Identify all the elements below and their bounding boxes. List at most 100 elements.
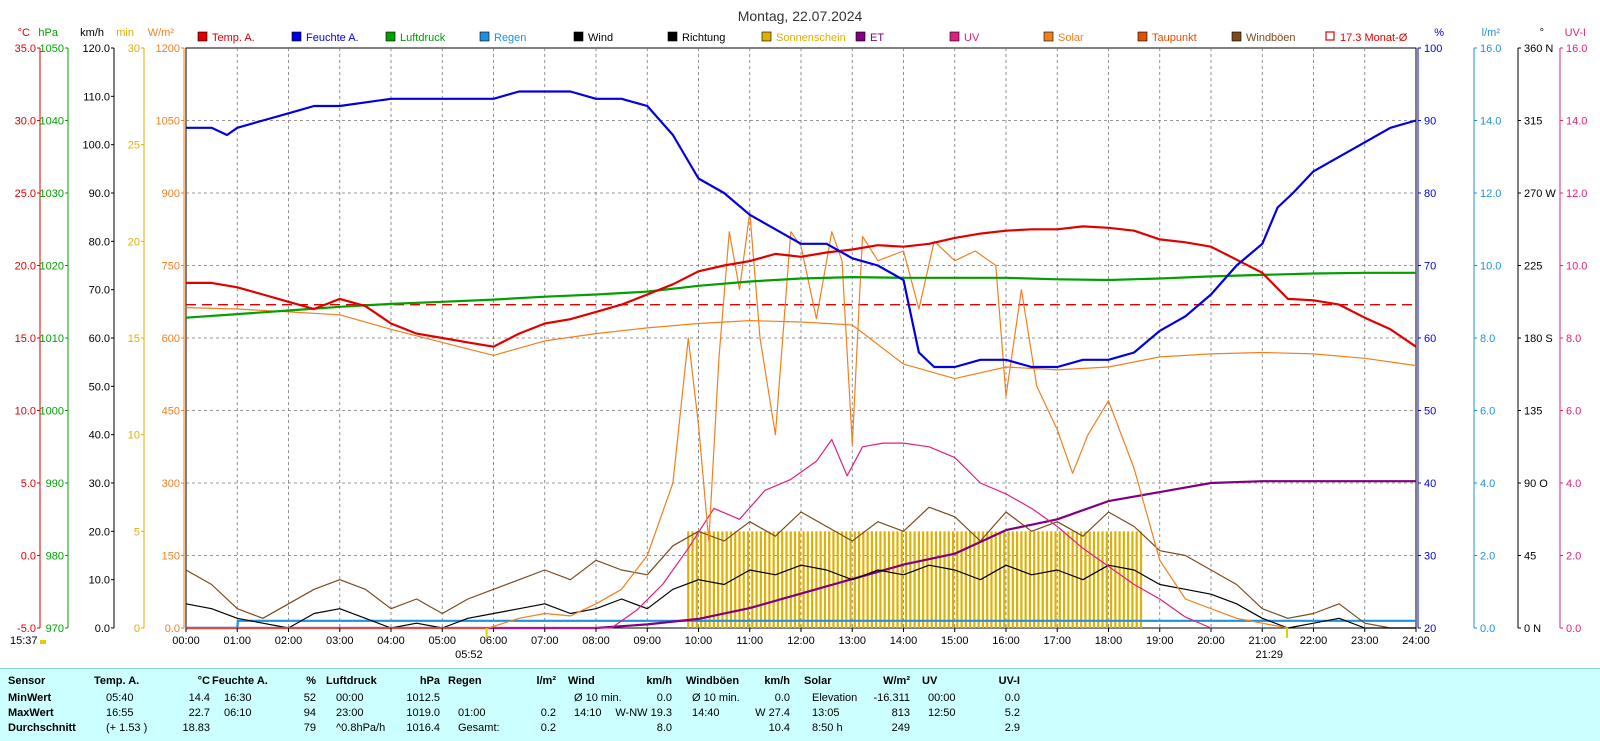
stats-cell: hPa [419, 675, 440, 687]
time-axis: 00:00 01:00 02:00 03:00 04:00 05:00 06:00 07:00… [172, 628, 1430, 647]
legend-swatch [1325, 31, 1335, 41]
stats-cell: Luftdruck [326, 675, 377, 687]
legend-label: Solar [1058, 32, 1084, 44]
stats-cell: km/h [646, 675, 672, 687]
axis-tick-label: 90 [1424, 116, 1436, 128]
axis-tick-label: 1000 [40, 406, 64, 418]
legend-swatch [479, 31, 490, 42]
axis-tick-label: 1040 [40, 116, 64, 128]
stats-cell: 18.83 [182, 722, 210, 734]
time-tick-label: 08:00 [582, 635, 610, 647]
time-tick-label: 05:00 [428, 635, 456, 647]
stats-cell: 10.4 [768, 722, 790, 734]
time-tick-label: 03:00 [326, 635, 354, 647]
right-axis: % 100 90 80 70 60 50 40 30 20 [1417, 27, 1444, 635]
legend-entry: Feuchte A. [291, 31, 359, 44]
axis-tick-label: 8.0 [1566, 333, 1581, 345]
stats-cell: 2.9 [1004, 722, 1020, 734]
time-tick-label: 09:00 [633, 635, 661, 647]
axis-tick-label: 40 [1424, 478, 1436, 490]
sunset-label: 21:29 [1255, 649, 1283, 661]
legend-entry: 17.3 Monat-Ø [1325, 31, 1408, 44]
time-tick-label: 02:00 [275, 635, 303, 647]
axis-tick-label: 10.0 [1566, 261, 1587, 273]
stats-cell: 8.0 [656, 722, 672, 734]
axis-tick-label: 80 [1424, 188, 1436, 200]
axis-tick-label: 900 [162, 188, 180, 200]
left-axes: °C 35.0 30.0 25.0 20.0 15.0 10.0 5.0 0.0 -5.0 hPa 1… [15, 27, 185, 635]
legend-label: Luftdruck [400, 32, 446, 44]
legend-swatch [1137, 31, 1148, 42]
series-line-uv [186, 438, 1212, 629]
axis-tick-label: 10.0 [15, 406, 36, 418]
legend-entry: Richtung [667, 31, 725, 44]
axis-tick-label: 35.0 [15, 43, 36, 55]
legend-entry: Taupunkt [1137, 31, 1197, 44]
axis-tick-label: 300 [162, 478, 180, 490]
axis-tick-label: 6.0 [1480, 406, 1495, 418]
axis-tick-label: 4.0 [1566, 478, 1581, 490]
stats-cell: Elevation [812, 692, 858, 704]
legend-label: Wind [588, 32, 613, 44]
axis-tick-label: 0.0 [165, 623, 180, 635]
stats-cell: 1019.0 [406, 707, 440, 719]
stats-cell: 1012.5 [406, 692, 440, 704]
left-axis: °C 35.0 30.0 25.0 20.0 15.0 10.0 5.0 0.0 -5.0 [15, 27, 41, 635]
series-line-luftdruck [185, 271, 1416, 319]
axis-tick-label: 1050 [40, 43, 64, 55]
axis-unit: °C [18, 27, 30, 39]
time-tick-label: 17:00 [1043, 635, 1071, 647]
axis-tick-label: 100 [1424, 43, 1442, 55]
axis-tick-label: 4.0 [1480, 478, 1495, 490]
axis-tick-label: 14.0 [1480, 116, 1501, 128]
stats-cell: 249 [891, 722, 910, 734]
axis-tick-label: 16.0 [1480, 43, 1501, 55]
stats-cell: Solar [804, 675, 832, 687]
stats-cell: 16:55 [106, 707, 134, 719]
stats-cell: °C [197, 675, 210, 687]
axis-tick-label: 15.0 [15, 333, 36, 345]
stats-cell: 06:10 [224, 707, 252, 719]
legend-entry: ET [855, 31, 884, 44]
stats-cell: 00:00 [336, 692, 364, 704]
stats-cell: 00:00 [928, 692, 956, 704]
stats-cell: 0.0 [774, 692, 790, 704]
series-line-windb-en [185, 506, 1416, 629]
stats-cell: 01:00 [458, 707, 486, 719]
legend-entry: Wind [573, 31, 613, 44]
axis-tick-label: 20 [128, 236, 140, 248]
axis-tick-label: 12.0 [1566, 188, 1587, 200]
axis-tick-label: 20.0 [15, 261, 36, 273]
stats-cell: 22.7 [188, 707, 210, 719]
axis-tick-label: 225 [1524, 261, 1542, 273]
sunrise-label: 05:52 [455, 649, 483, 661]
legend-label: UV [964, 32, 980, 44]
stats-cell: 12:50 [928, 707, 956, 719]
stats-cell: -16.311 [873, 692, 911, 704]
axis-tick-label: 25 [128, 140, 140, 152]
stats-cell: 23:00 [336, 707, 364, 719]
time-tick-label: 23:00 [1351, 635, 1379, 647]
legend-swatch [197, 31, 208, 42]
axis-tick-label: 315 [1524, 116, 1542, 128]
axis-unit: min [116, 27, 134, 39]
stats-cell: 14:10 [574, 707, 602, 719]
axis-tick-label: 50 [1424, 406, 1436, 418]
stats-panel: Sensor Temp. A. °C Feuchte A.% Luftdruck hPa R… [0, 668, 1600, 741]
series-line-feuchte-a- [186, 90, 1417, 369]
time-tick-label: 18:00 [1095, 635, 1123, 647]
legend-entry: UV [949, 31, 980, 44]
axis-tick-label: 360 N [1524, 43, 1553, 55]
legend-entry: Solar [1043, 31, 1084, 44]
axis-tick-label: 60.0 [89, 333, 110, 345]
legend-label: Regen [494, 32, 526, 44]
series-line-taupunkt [185, 307, 1417, 380]
axis-tick-label: 90.0 [89, 188, 110, 200]
stats-cell: km/h [764, 675, 790, 687]
axis-tick-label: 25.0 [15, 188, 36, 200]
time-tick-label: 11:00 [736, 635, 763, 647]
stats-cell: UV-I [998, 675, 1020, 687]
axis-unit: UV-I [1565, 27, 1586, 39]
time-tick-label: 24:00 [1402, 635, 1430, 647]
axis-tick-label: 14.0 [1566, 116, 1587, 128]
